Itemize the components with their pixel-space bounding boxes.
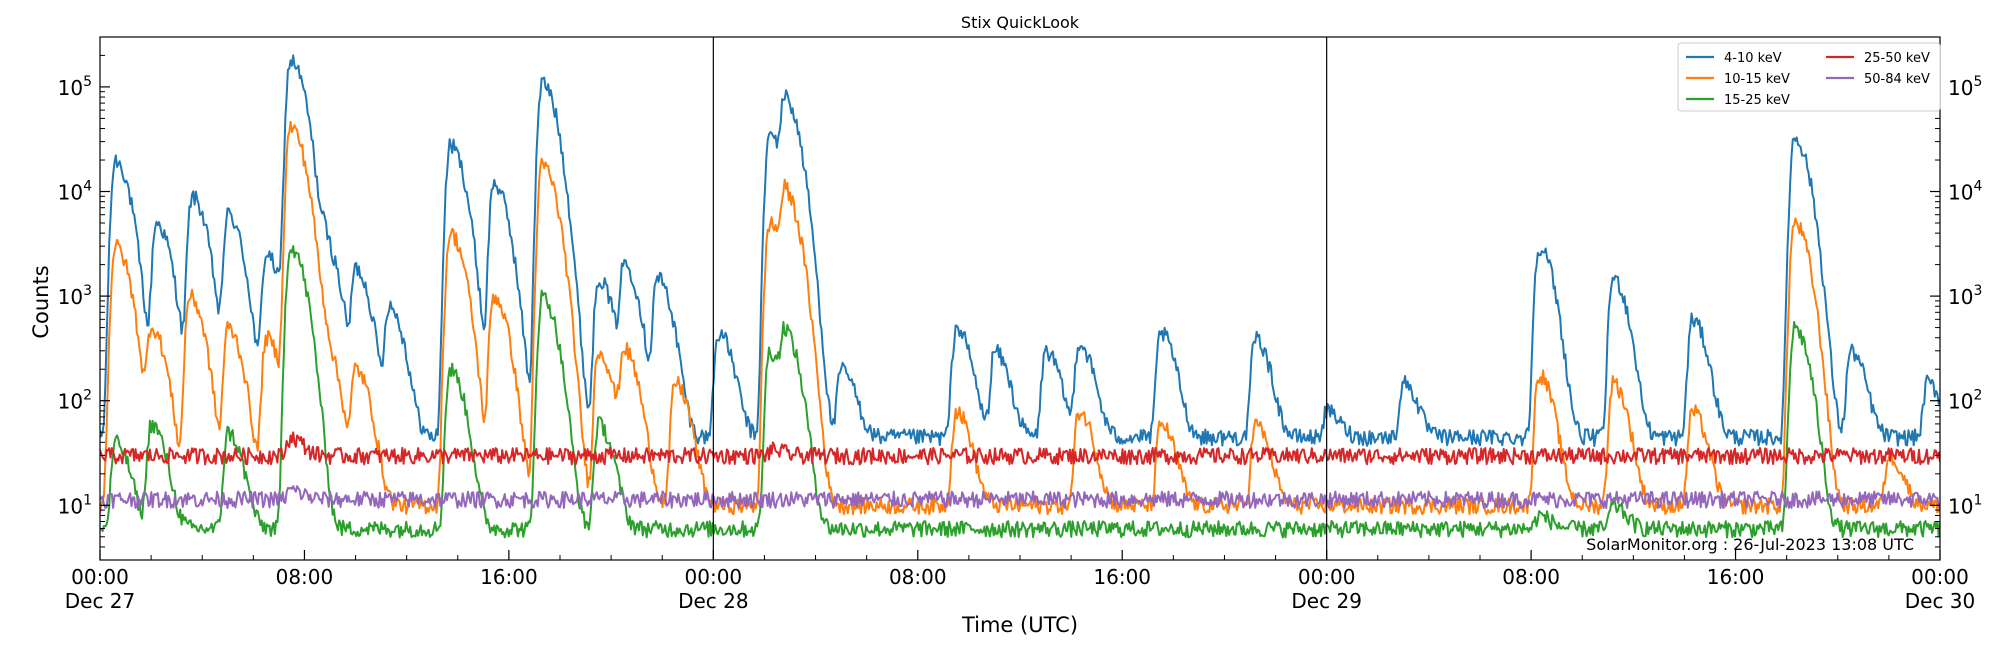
plot-frame <box>99 36 1941 561</box>
legend: 4-10 keV 10-15 keV 15-25 keV 25-50 keV 50-84… <box>1677 42 1941 112</box>
x-tick-label: 08:00 <box>1502 565 1560 589</box>
x-tick-label: 16:00 <box>1093 565 1151 589</box>
x-tick-label: 00:00 <box>685 565 743 589</box>
series-line-1 <box>100 120 1940 516</box>
chart-title: Stix QuickLook <box>961 13 1080 32</box>
y-tick-label: 101 <box>1948 492 1982 518</box>
legend-entry: 50-84 keV <box>1864 72 1930 87</box>
y-tick-label: 104 <box>1948 179 1982 205</box>
day-boundary-lines <box>712 37 1328 560</box>
x-tick-date-label: Dec 27 <box>65 589 136 613</box>
legend-box <box>1677 42 1941 112</box>
y-tick-label: 103 <box>58 283 92 309</box>
series-line-4 <box>100 485 1940 509</box>
legend-entry: 15-25 keV <box>1724 93 1790 108</box>
series-line-3 <box>100 431 1940 466</box>
x-tick-label: 00:00 <box>1911 565 1969 589</box>
y-axis-label: Counts <box>29 265 53 338</box>
y-axis: 101 101 102 102 103 103 104 104 105 105 <box>58 36 1982 561</box>
x-tick-date-label: Dec 29 <box>1291 589 1362 613</box>
x-tick-label: 16:00 <box>480 565 538 589</box>
x-tick-label: 00:00 <box>1298 565 1356 589</box>
x-tick-label: 08:00 <box>889 565 947 589</box>
plot-area <box>100 54 1940 539</box>
x-tick-date-label: Dec 28 <box>678 589 749 613</box>
series-line-0 <box>100 54 1940 447</box>
y-tick-label: 104 <box>58 179 92 205</box>
y-tick-label: 101 <box>58 492 92 518</box>
y-tick-label: 105 <box>1948 74 1982 100</box>
x-tick-label: 16:00 <box>1707 565 1765 589</box>
x-tick-label: 00:00 <box>71 565 129 589</box>
y-tick-label: 103 <box>1948 283 1982 309</box>
source-annotation: SolarMonitor.org : 26-Jul-2023 13:08 UTC <box>1586 535 1914 554</box>
series-line-2 <box>100 245 1940 539</box>
x-tick-date-label: Dec 30 <box>1905 589 1976 613</box>
x-axis-label: Time (UTC) <box>961 613 1078 637</box>
legend-entry: 25-50 keV <box>1864 51 1930 66</box>
y-tick-label: 102 <box>1948 388 1982 414</box>
y-tick-label: 105 <box>58 74 92 100</box>
x-tick-label: 08:00 <box>276 565 334 589</box>
legend-entry: 4-10 keV <box>1724 51 1782 66</box>
y-tick-label: 102 <box>58 388 92 414</box>
legend-entry: 10-15 keV <box>1724 72 1790 87</box>
